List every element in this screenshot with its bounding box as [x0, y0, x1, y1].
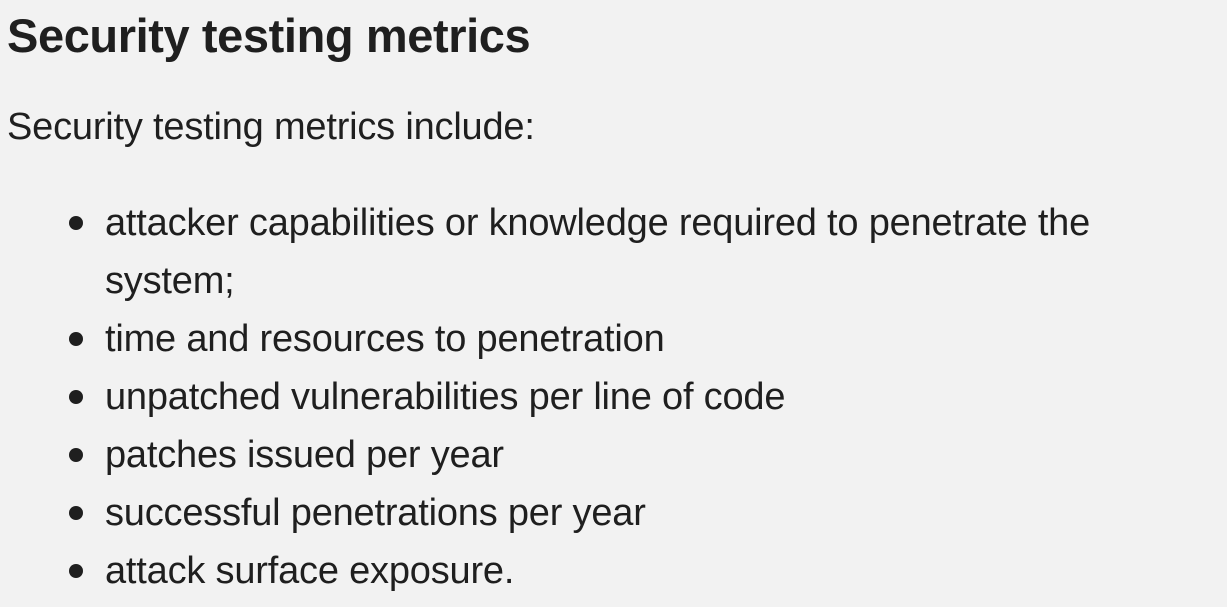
list-item-text: attacker capabilities or knowledge requi…	[105, 202, 1091, 302]
intro-text: Security testing metrics include:	[7, 106, 535, 148]
bullet-icon	[69, 390, 83, 404]
list-item-text: successful penetrations per year	[105, 492, 646, 534]
bullet-icon	[69, 216, 83, 230]
list-item: attacker capabilities or knowledge requi…	[0, 194, 1215, 310]
slide-title: Security testing metrics	[7, 9, 531, 62]
list-item-text: patches issued per year	[105, 434, 504, 476]
bullet-icon	[69, 448, 83, 462]
list-item: successful penetrations per year	[0, 484, 1215, 542]
list-item: unpatched vulnerabilities per line of co…	[0, 368, 1215, 426]
list-item-text: time and resources to penetration	[105, 318, 665, 360]
bullet-icon	[69, 564, 83, 578]
list-item: attack surface exposure.	[0, 542, 1215, 600]
list-item-text: attack surface exposure.	[105, 550, 515, 592]
bullet-icon	[69, 506, 83, 520]
list-item: time and resources to penetration	[0, 310, 1215, 368]
metrics-list: attacker capabilities or knowledge requi…	[0, 194, 1227, 600]
list-item: patches issued per year	[0, 426, 1215, 484]
list-item-text: unpatched vulnerabilities per line of co…	[105, 376, 786, 418]
bullet-icon	[69, 332, 83, 346]
